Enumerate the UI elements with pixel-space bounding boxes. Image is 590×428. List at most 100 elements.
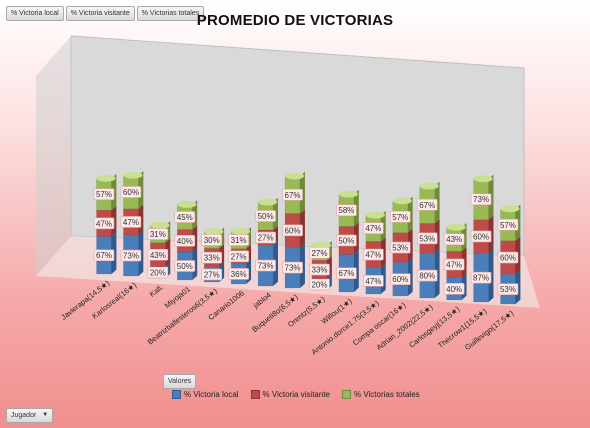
data-label-box-1-11 bbox=[389, 241, 411, 254]
data-label-0-12: 80% bbox=[416, 269, 438, 282]
data-label-text-1-5: 27% bbox=[231, 252, 247, 261]
data-label-text-2-5: 31% bbox=[231, 236, 247, 245]
data-label-box-0-14 bbox=[470, 271, 492, 284]
data-label-box-1-0 bbox=[93, 217, 115, 230]
field-button-totales[interactable]: % Victorias totales bbox=[136, 6, 205, 21]
legend-item-local: % Victoria local bbox=[172, 390, 239, 399]
field-button-visitante[interactable]: % Victoria visitante bbox=[65, 6, 135, 21]
data-label-box-2-1 bbox=[120, 186, 142, 198]
field-button-local[interactable]: % Victoria local bbox=[6, 6, 64, 21]
data-label-text-2-0: 57% bbox=[96, 190, 112, 199]
bar-top-8 bbox=[311, 241, 331, 249]
data-label-text-1-3: 40% bbox=[177, 237, 193, 246]
data-label-box-0-6 bbox=[255, 259, 276, 272]
data-label-2-1: 60% bbox=[120, 186, 142, 198]
data-label-1-13: 47% bbox=[443, 258, 465, 271]
data-label-0-8: 20% bbox=[309, 278, 330, 291]
data-label-text-0-4: 27% bbox=[204, 270, 220, 279]
bar-top-1 bbox=[123, 171, 143, 179]
data-label-box-2-3 bbox=[174, 211, 196, 223]
data-label-box-1-6 bbox=[255, 231, 276, 244]
data-label-box-0-7 bbox=[282, 261, 303, 274]
data-label-0-0: 67% bbox=[93, 249, 115, 262]
data-label-text-0-10: 47% bbox=[365, 277, 381, 286]
data-label-text-2-13: 43% bbox=[446, 235, 462, 244]
data-label-box-1-1 bbox=[120, 216, 142, 228]
data-label-2-6: 50% bbox=[255, 210, 276, 222]
data-label-1-7: 60% bbox=[282, 224, 303, 237]
data-label-0-1: 73% bbox=[120, 249, 142, 262]
legend-swatch-totales bbox=[341, 390, 351, 399]
data-label-2-2: 31% bbox=[147, 228, 169, 240]
data-label-text-2-12: 67% bbox=[419, 201, 435, 210]
data-label-text-1-7: 60% bbox=[285, 226, 301, 235]
jugador-label: Jugador bbox=[11, 412, 37, 419]
values-field-button[interactable]: Valores bbox=[163, 374, 197, 389]
data-label-text-1-11: 53% bbox=[392, 244, 408, 253]
data-label-text-2-6: 50% bbox=[258, 212, 274, 221]
data-label-text-0-5: 36% bbox=[231, 270, 247, 279]
data-label-box-0-12 bbox=[416, 269, 438, 282]
legend-swatch-local bbox=[172, 390, 181, 399]
data-label-2-9: 58% bbox=[336, 204, 357, 217]
bar-top-6 bbox=[258, 198, 278, 206]
pivot-field-buttons: % Victoria local % Victoria visitante % … bbox=[6, 6, 205, 21]
data-label-text-1-4: 33% bbox=[204, 254, 220, 263]
data-label-text-0-14: 87% bbox=[473, 274, 489, 283]
data-label-text-1-6: 27% bbox=[258, 234, 274, 243]
data-label-box-2-6 bbox=[255, 210, 276, 222]
data-label-box-1-4 bbox=[201, 251, 223, 264]
data-label-0-4: 27% bbox=[201, 268, 223, 281]
data-label-text-1-10: 47% bbox=[365, 251, 381, 260]
data-label-1-1: 47% bbox=[120, 216, 142, 228]
data-label-box-2-13 bbox=[443, 233, 465, 246]
category-label-2: Kafi. bbox=[148, 282, 165, 298]
data-label-box-2-15 bbox=[497, 218, 519, 231]
data-label-box-1-8 bbox=[309, 263, 330, 276]
data-label-0-2: 20% bbox=[147, 266, 169, 279]
data-label-0-11: 60% bbox=[389, 273, 411, 286]
data-label-box-0-8 bbox=[309, 278, 330, 291]
data-label-text-0-15: 53% bbox=[500, 285, 516, 294]
data-label-text-0-7: 73% bbox=[285, 264, 301, 273]
chevron-down-icon: ▼ bbox=[42, 412, 49, 418]
jugador-filter-button[interactable]: Jugador ▼ bbox=[6, 408, 54, 423]
data-label-text-0-1: 73% bbox=[123, 252, 139, 261]
data-label-box-0-10 bbox=[363, 275, 384, 287]
data-label-text-1-12: 53% bbox=[419, 234, 435, 243]
data-label-0-9: 67% bbox=[336, 267, 357, 280]
data-label-0-6: 73% bbox=[255, 259, 276, 272]
data-label-0-3: 50% bbox=[174, 260, 196, 272]
data-label-text-1-15: 60% bbox=[500, 254, 516, 263]
bar-top-5 bbox=[231, 227, 251, 235]
bar-top-9 bbox=[338, 190, 358, 198]
data-label-2-5: 31% bbox=[228, 234, 249, 246]
data-label-box-1-9 bbox=[336, 234, 357, 247]
bar-top-12 bbox=[419, 182, 439, 190]
data-label-1-2: 43% bbox=[147, 248, 169, 261]
data-label-2-0: 57% bbox=[93, 188, 115, 200]
bar-top-10 bbox=[365, 211, 385, 219]
data-label-box-2-2 bbox=[147, 228, 169, 240]
data-label-1-10: 47% bbox=[363, 248, 384, 261]
data-label-box-1-14 bbox=[470, 230, 492, 243]
data-label-box-1-3 bbox=[174, 235, 196, 247]
chart-side-wall bbox=[36, 36, 71, 276]
legend-label-totales: % Victorias totales bbox=[353, 390, 420, 399]
data-label-text-2-2: 31% bbox=[150, 230, 166, 239]
data-label-box-0-2 bbox=[147, 266, 169, 279]
data-label-text-0-0: 67% bbox=[96, 251, 112, 260]
data-label-text-1-2: 43% bbox=[150, 251, 166, 260]
data-label-text-1-8: 33% bbox=[311, 266, 327, 275]
data-label-text-2-1: 60% bbox=[123, 188, 139, 197]
data-label-0-7: 73% bbox=[282, 261, 303, 274]
data-label-2-7: 67% bbox=[282, 188, 303, 201]
data-label-box-2-11 bbox=[389, 210, 411, 223]
data-label-text-2-9: 58% bbox=[338, 206, 354, 215]
bar-top-13 bbox=[446, 223, 466, 231]
data-label-box-0-3 bbox=[174, 260, 196, 272]
data-label-text-0-11: 60% bbox=[392, 275, 408, 284]
data-label-box-2-0 bbox=[93, 188, 115, 200]
legend-item-visitante: % Victoria visitante bbox=[250, 390, 330, 399]
